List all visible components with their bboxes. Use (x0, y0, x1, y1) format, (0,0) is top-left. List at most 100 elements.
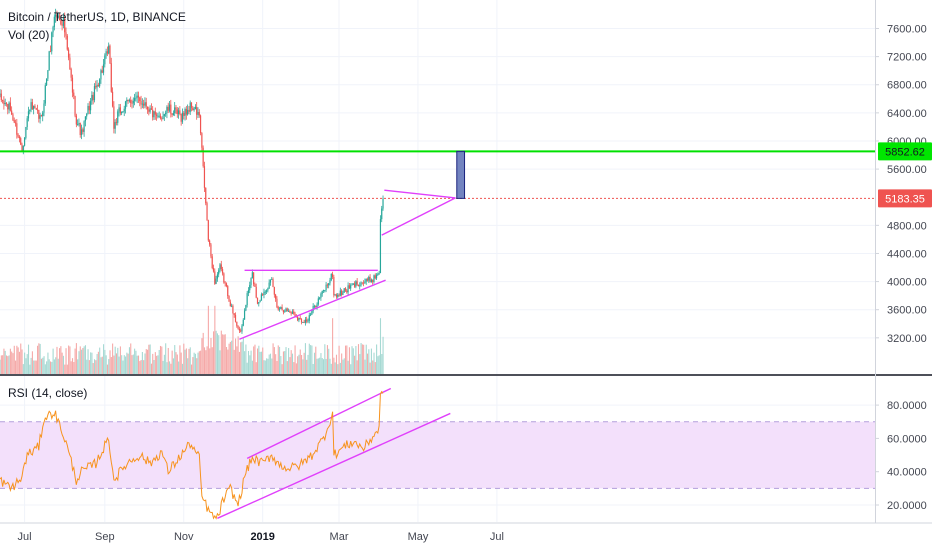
candle-body (33, 105, 35, 109)
axes: 7600.007200.006800.006400.006000.005600.… (18, 24, 927, 544)
volume-bar (185, 348, 187, 374)
candle-body (122, 111, 124, 113)
volume-bar (83, 346, 85, 374)
volume-bar (66, 364, 68, 374)
volume-bar (125, 356, 127, 374)
candle-body (49, 51, 52, 53)
candle-body (83, 121, 85, 132)
candle-body (272, 279, 274, 288)
volume-bar (163, 354, 165, 374)
candle-body (119, 107, 121, 114)
candle-body (319, 297, 321, 299)
volume-bar (68, 345, 70, 374)
volume-bar (175, 352, 177, 374)
price-levels[interactable] (0, 150, 875, 199)
volume-bar (361, 344, 363, 374)
candle-body (105, 51, 107, 56)
candle-body (344, 288, 347, 291)
candle-body (108, 45, 110, 54)
volume-bar (29, 364, 31, 374)
volume-bar (213, 331, 215, 374)
candle-body (338, 294, 340, 296)
volume-bar (264, 360, 266, 374)
volume-bar (167, 347, 169, 374)
candle-body (175, 107, 177, 110)
candle-body (60, 20, 62, 25)
candle-body (161, 118, 163, 120)
candle-body (251, 272, 253, 279)
candle-body (291, 311, 294, 314)
price-axis-label: 3200.00 (887, 333, 927, 345)
support-level-value: 5852.62 (885, 146, 925, 158)
volume-bar (172, 358, 174, 374)
candle-body (27, 111, 30, 119)
volume-bar (330, 363, 332, 374)
candle-body (57, 15, 59, 18)
candle-body (246, 293, 248, 306)
price-axis-label: 3600.00 (887, 305, 927, 317)
candle-body (212, 268, 215, 272)
volume-bar (316, 358, 318, 374)
volume-bar (3, 348, 5, 374)
candle-body (260, 294, 262, 301)
candle-body (42, 112, 44, 117)
candle-body (218, 270, 220, 275)
volume-bar (13, 345, 15, 374)
rsi-legend[interactable]: RSI (14, close) (8, 386, 88, 400)
volume-bar (329, 358, 331, 374)
candle-body (219, 264, 221, 271)
volume-bar (259, 351, 261, 374)
volume-bar (154, 352, 156, 374)
candle-body (216, 274, 218, 279)
volume-bar (158, 349, 160, 374)
volume-bar (273, 347, 275, 374)
candle-body (115, 122, 118, 123)
candle-body (126, 99, 128, 102)
candle-body (206, 203, 208, 221)
volume-bar (337, 364, 339, 374)
volume-bar (272, 343, 274, 374)
candle-body (372, 279, 374, 282)
candle-body (171, 113, 173, 116)
candle-body (5, 102, 8, 104)
candle-body (324, 290, 326, 291)
volume-bar (209, 348, 211, 374)
volume-bar (92, 363, 94, 374)
volume-bar (21, 349, 23, 374)
volume-bar (189, 347, 191, 374)
candle-body (145, 102, 147, 107)
volume-legend[interactable]: Vol (20) (8, 28, 50, 42)
volume-bar (7, 356, 9, 374)
candle-body (255, 286, 257, 298)
volume-bar (257, 348, 259, 374)
candle-body (361, 282, 363, 284)
candle-body (343, 288, 345, 293)
candle-body (285, 308, 287, 312)
volume-bar (65, 348, 67, 374)
candle-body (339, 290, 341, 296)
volume-bar (93, 359, 96, 374)
candle-body (352, 283, 354, 285)
candle-body (159, 115, 162, 119)
candle-body (360, 282, 362, 286)
candles[interactable] (0, 8, 384, 334)
candle-body (111, 91, 114, 107)
candle-body (315, 305, 317, 308)
volume-bar (219, 350, 221, 374)
candle-body (140, 101, 142, 105)
candle-body (271, 279, 273, 281)
volume-bar (325, 358, 327, 374)
candle-body (307, 320, 309, 322)
drawings[interactable] (217, 150, 466, 519)
candle-body (12, 114, 14, 121)
volume-bar (64, 364, 66, 374)
candle-body (26, 118, 28, 127)
volume-bar (275, 354, 277, 374)
rsi-band (0, 421, 875, 489)
volume-bar (135, 350, 137, 374)
volume-bar (350, 364, 352, 374)
volume-bar (188, 348, 190, 374)
symbol-legend[interactable]: Bitcoin / TetherUS, 1D, BINANCE (8, 10, 186, 24)
candle-body (262, 294, 264, 296)
